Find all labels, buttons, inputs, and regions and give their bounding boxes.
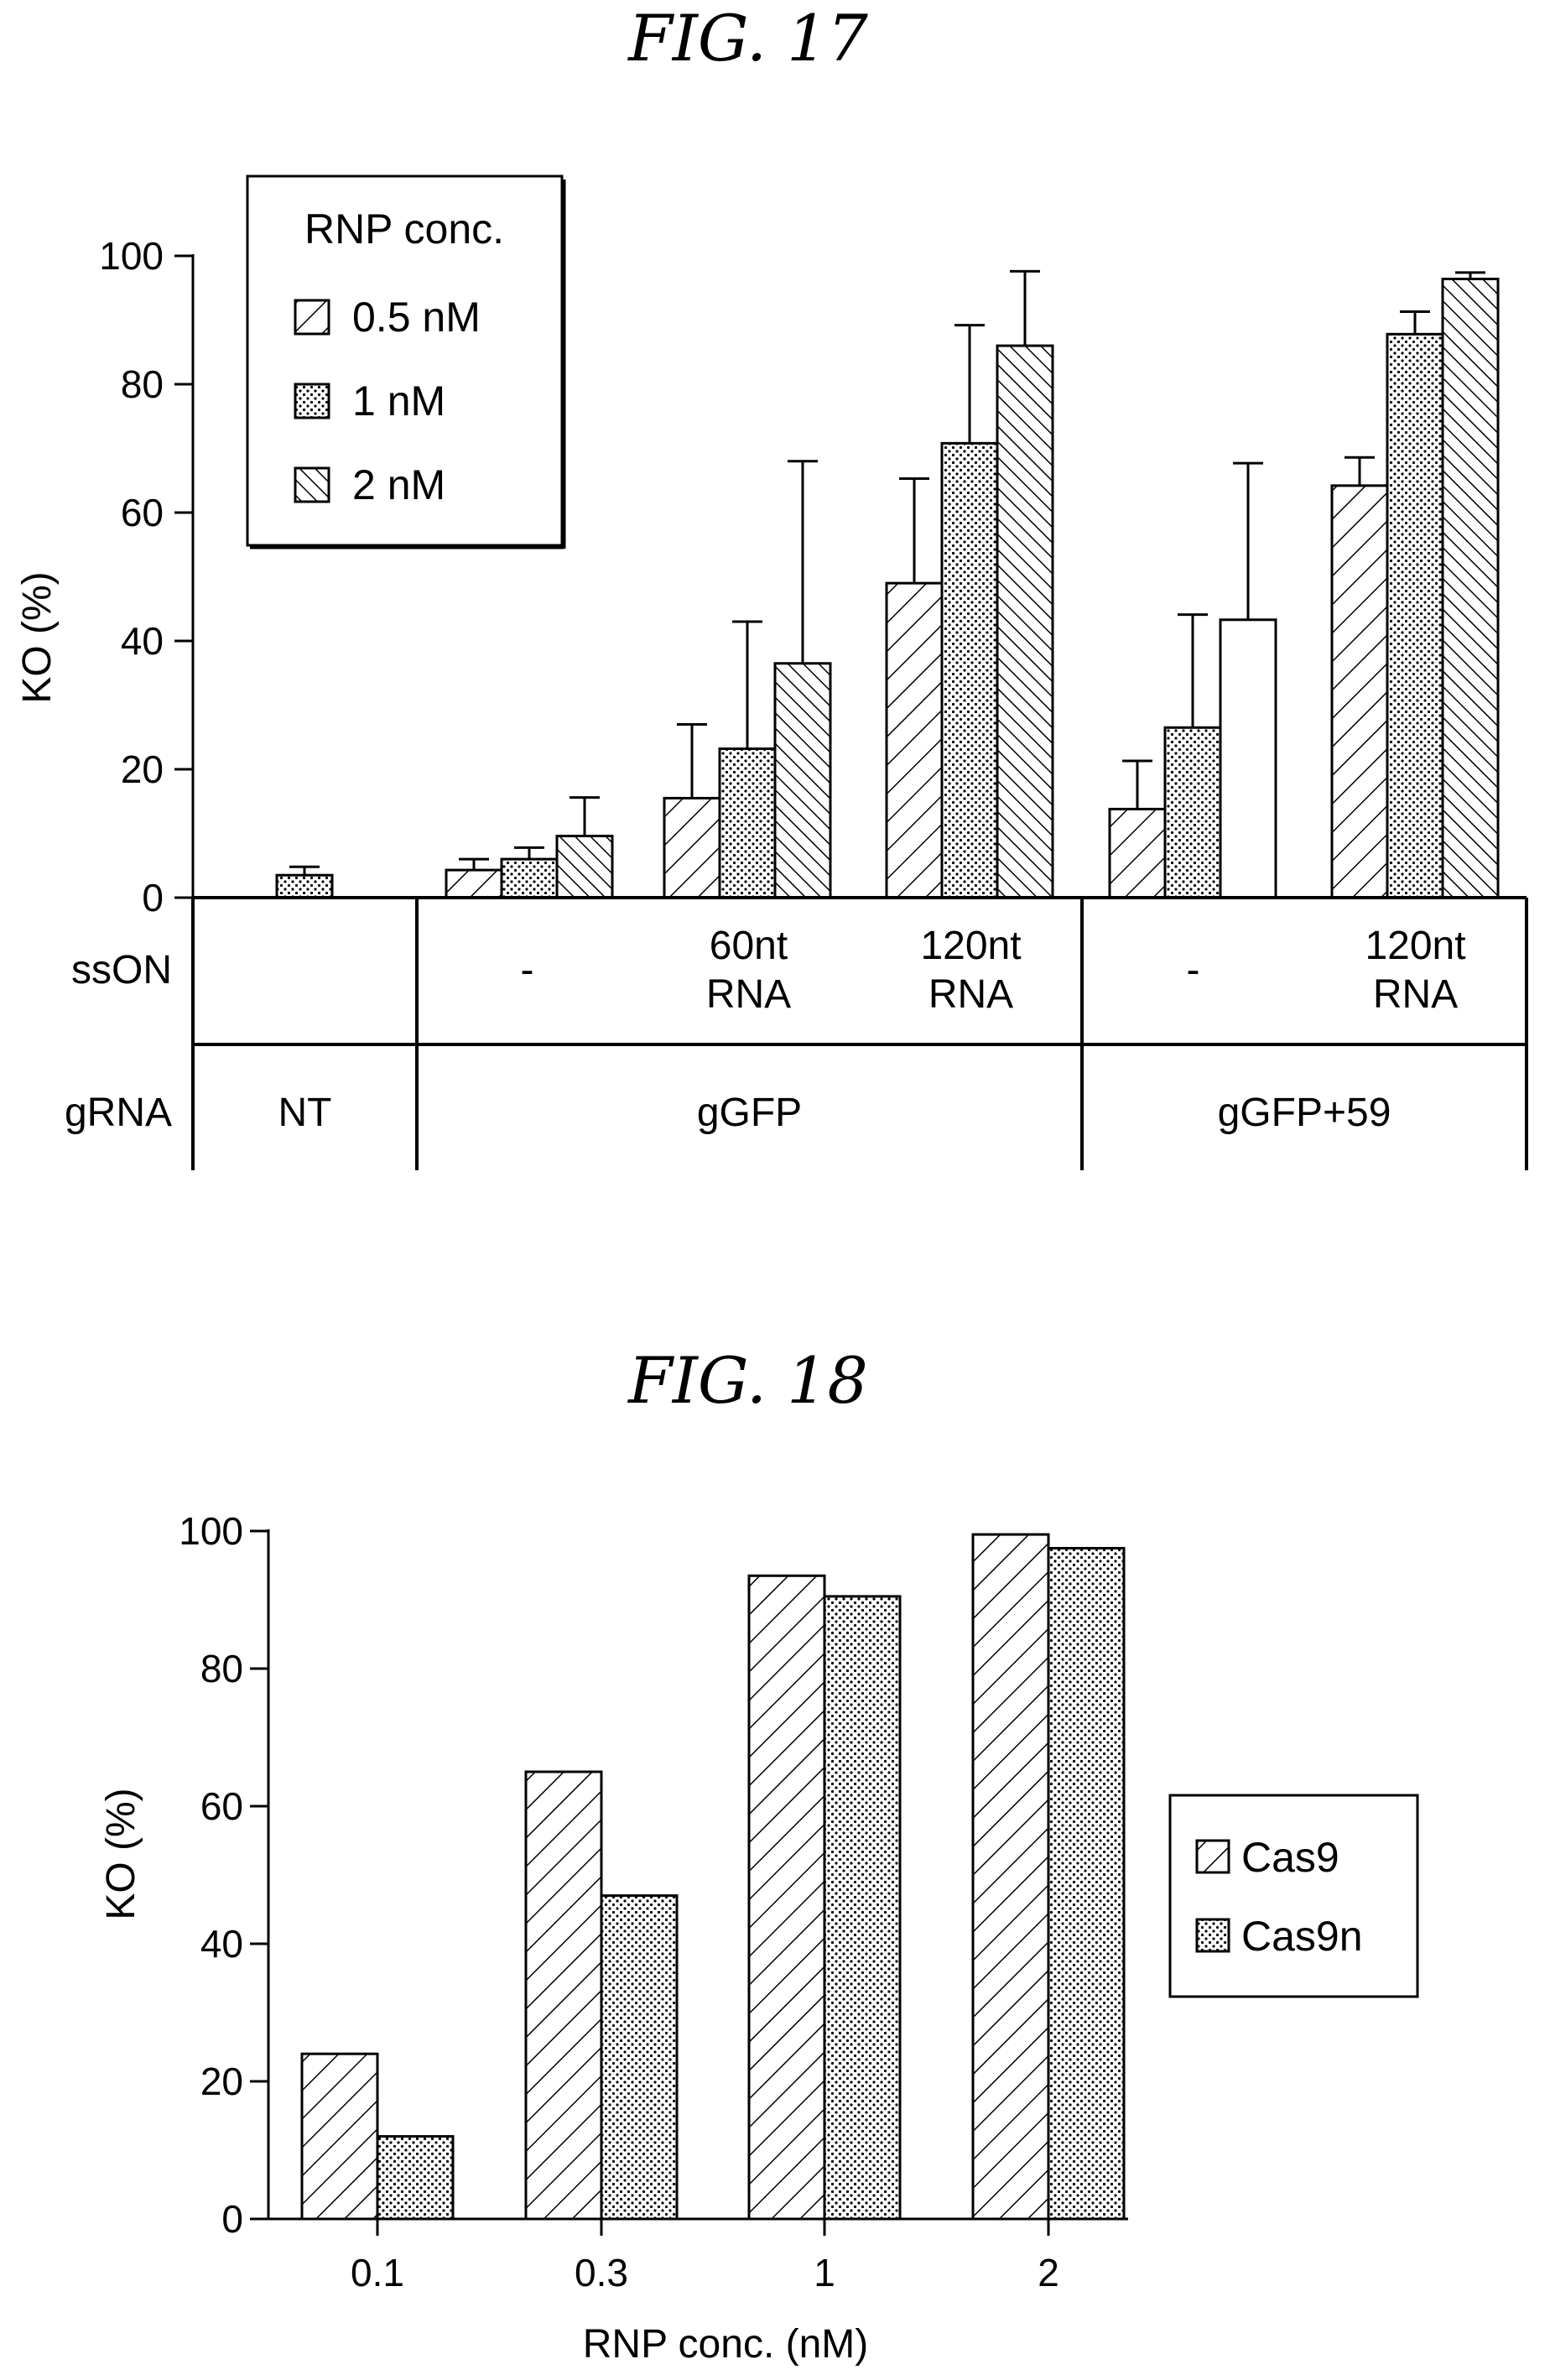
fig18-chart: FIG. 18 KO (%) RNP conc. (nM) 0 20 40 60 80 1…: [99, 1343, 1419, 2367]
fig18-bar: [300, 2052, 379, 2221]
fig18-title: FIG. 18: [627, 1343, 868, 1418]
fig17-bar: [1108, 807, 1167, 899]
fig17-table-row-label: ssON: [71, 948, 172, 992]
fig18-bar: [376, 2135, 455, 2221]
fig17-y-tick-label: 60: [121, 491, 164, 534]
fig18-legend-label: Cas9n: [1241, 1913, 1363, 1960]
fig17-table-cell: -: [1187, 948, 1200, 992]
fig17-table-cell: RNA: [1373, 972, 1458, 1017]
fig17-legend-label: 1 nM: [352, 378, 445, 424]
fig17-y-tick-label: 80: [121, 362, 164, 406]
fig18-x-axis: 0.1 0.3 1 2: [268, 2217, 1128, 2294]
fig18-bar: [600, 1894, 679, 2221]
fig18-legend-swatch: [1195, 1918, 1230, 1953]
fig18-bars: [300, 1533, 1126, 2221]
fig17-bar: [445, 868, 503, 899]
fig17-bar: [1441, 278, 1500, 899]
fig18-y-tick-label: 100: [179, 1509, 243, 1553]
fig17-bar: [940, 441, 999, 899]
fig17-table-cell: -: [521, 948, 534, 992]
fig17-y-tick-label: 100: [99, 234, 164, 278]
fig18-y-axis: 0 20 40 60 80 100: [179, 1509, 270, 2241]
fig17-y-tick-label: 40: [121, 619, 164, 663]
fig18-y-tick-label: 0: [221, 2197, 243, 2241]
fig18-x-tick-label: 0.3: [575, 2251, 628, 2294]
fig17-y-axis: 0 20 40 60 80 100: [99, 234, 195, 919]
fig18-legend-label: Cas9: [1241, 1834, 1339, 1881]
fig17-bar: [996, 344, 1054, 899]
fig17-table-cell: 120nt: [1365, 924, 1465, 968]
fig17-bar: [555, 835, 614, 899]
fig17-bar: [1330, 484, 1389, 899]
fig17-bar: [773, 662, 832, 899]
fig17-legend: RNP conc. 0.5 nM 1 nM 2 nM: [246, 174, 566, 549]
fig17-legend-label: 2 nM: [352, 461, 445, 508]
fig17-bar: [275, 873, 334, 899]
fig18-bar: [1047, 1547, 1126, 2221]
fig17-table-cell: NT: [278, 1091, 332, 1135]
fig17-table-cell: 60nt: [710, 924, 788, 968]
fig17-bar: [500, 857, 559, 899]
fig17-bar: [1219, 618, 1277, 899]
fig17-table-cell: gGFP: [697, 1091, 802, 1135]
fig18-x-tick-label: 2: [1038, 2251, 1059, 2294]
fig17-y-axis-label: KO (%): [15, 571, 60, 703]
fig17-legend-label: 0.5 nM: [352, 294, 481, 341]
fig17-bars: [275, 269, 1500, 899]
fig18-y-axis-label: KO (%): [99, 1788, 143, 1919]
fig17-legend-swatch: [294, 383, 330, 419]
fig18-y-tick-label: 20: [200, 2060, 243, 2103]
fig17-table-cell: RNA: [928, 972, 1013, 1017]
fig18-y-tick-label: 60: [200, 1784, 243, 1828]
fig18-legend-box: [1168, 1794, 1419, 1998]
fig17-table-cell: RNA: [706, 972, 791, 1017]
fig18-bar: [524, 1770, 603, 2221]
fig17-legend-swatch: [294, 299, 330, 336]
fig18-y-tick-label: 40: [200, 1922, 243, 1966]
fig18-x-tick-label: 1: [814, 2251, 835, 2294]
fig17-y-tick-label: 0: [142, 876, 164, 919]
fig18-legend: Cas9 Cas9n: [1168, 1794, 1419, 1998]
fig18-x-tick-label: 0.1: [351, 2251, 404, 2294]
fig17-title: FIG. 17: [627, 1, 868, 76]
fig17-y-tick-label: 20: [121, 747, 164, 791]
fig18-bar: [823, 1595, 902, 2221]
fig18-bar: [971, 1533, 1050, 2221]
fig17-bar: [1163, 726, 1222, 899]
fig17-bar: [718, 747, 777, 899]
fig18-bar: [747, 1574, 826, 2221]
fig17-bar: [885, 581, 944, 899]
fig17-table-cell: gGFP+59: [1218, 1091, 1391, 1135]
fig17-legend-swatch: [294, 466, 330, 503]
fig17-legend-title: RNP conc.: [304, 206, 504, 253]
fig17-bar: [663, 796, 721, 899]
fig18-legend-swatch: [1195, 1839, 1230, 1874]
fig17-bar: [1386, 332, 1444, 899]
fig18-y-tick-label: 80: [200, 1647, 243, 1690]
fig17-table-cell: 120nt: [920, 924, 1021, 968]
fig18-x-axis-label: RNP conc. (nM): [583, 2322, 869, 2367]
fig17-table-row-label: gRNA: [65, 1091, 172, 1135]
